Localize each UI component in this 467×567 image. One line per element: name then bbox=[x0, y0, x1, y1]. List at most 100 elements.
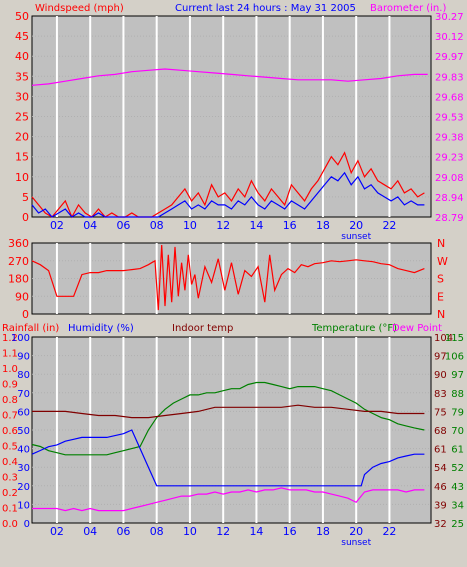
indoor-temp-tick-label: 97 bbox=[434, 352, 447, 363]
series-line-temperature bbox=[31, 381, 425, 456]
series-line-speed bbox=[31, 171, 425, 218]
rainfall-tick-label: 0.7 bbox=[2, 411, 18, 422]
x-tick-label: 02 bbox=[50, 219, 64, 232]
wind-barometer-panel: 0 5 10 15 20 25 30 35 40 45 50 28.79 28.94 29.08 29.23… bbox=[15, 10, 464, 242]
windspeed-tick-label: 20 bbox=[15, 131, 29, 144]
rainfall-tick-label: 0.3 bbox=[2, 473, 18, 484]
indoor-temp-tick-label: 46 bbox=[434, 482, 447, 493]
x-tick-label: 10 bbox=[183, 219, 197, 232]
x-tick-label: 12 bbox=[216, 525, 230, 538]
temperature-tick-label: 70 bbox=[451, 426, 464, 437]
barometer-tick-label: 30.12 bbox=[435, 32, 464, 43]
indoor-temp-tick-label: 83 bbox=[434, 389, 447, 400]
temperature-tick-label: 34 bbox=[451, 500, 464, 511]
indoor-temp-tick-label: 54 bbox=[434, 463, 447, 474]
series-line-barometer bbox=[31, 68, 428, 86]
humidity-tick-label: 40 bbox=[17, 445, 30, 456]
x-tick-label: 04 bbox=[83, 219, 97, 232]
indoor-temp-tick-label: 39 bbox=[434, 500, 447, 511]
humidity-tick-label: 70 bbox=[17, 389, 30, 400]
x-tick-label: 20 bbox=[349, 219, 363, 232]
indoor-temp-tick-label: 32 bbox=[434, 519, 447, 530]
rainfall-tick-label: 0.0 bbox=[2, 519, 18, 530]
windspeed-axis-title: Windspeed (mph) bbox=[35, 3, 124, 14]
barometer-tick-label: 28.94 bbox=[435, 193, 464, 204]
x-tick-label: 06 bbox=[116, 219, 130, 232]
temperature-tick-label: 115 bbox=[445, 333, 464, 344]
x-tick-label: 04 bbox=[83, 525, 97, 538]
x-tick-label: 16 bbox=[283, 219, 297, 232]
windspeed-tick-label: 30 bbox=[15, 90, 29, 103]
series-line-gust bbox=[31, 151, 425, 219]
sunset-label: sunset bbox=[341, 232, 371, 242]
humidity-tick-label: 100 bbox=[11, 333, 30, 344]
series-line-humidity bbox=[31, 429, 425, 487]
x-tick-label: 22 bbox=[382, 219, 396, 232]
temperature-tick-label: 88 bbox=[451, 389, 464, 400]
direction-compass-tick-label: E bbox=[437, 290, 444, 303]
rainfall-tick-label: 0.6 bbox=[2, 426, 18, 437]
series-line-direction bbox=[31, 244, 425, 311]
chart-title: Current last 24 hours : May 31 2005 bbox=[175, 3, 356, 14]
rainfall-tick-label: 0.4 bbox=[2, 457, 18, 468]
barometer-tick-label: 29.08 bbox=[435, 173, 464, 184]
indoor-temp-tick-label: 61 bbox=[434, 445, 447, 456]
indoor-temp-axis-title: Indoor temp bbox=[172, 323, 233, 334]
humidity-tick-label: 10 bbox=[17, 500, 30, 511]
windspeed-tick-label: 15 bbox=[15, 151, 29, 164]
direction-compass-tick-label: N bbox=[437, 237, 445, 250]
barometer-tick-label: 28.79 bbox=[435, 213, 464, 224]
windspeed-tick-label: 45 bbox=[15, 30, 29, 43]
barometer-tick-label: 29.38 bbox=[435, 133, 464, 144]
rainfall-tick-label: 0.8 bbox=[2, 395, 18, 406]
indoor-temp-tick-label: 90 bbox=[434, 370, 447, 381]
humidity-axis-title: Humidity (%) bbox=[68, 323, 134, 334]
humidity-tick-label: 60 bbox=[17, 407, 30, 418]
direction-degree-tick-label: 90 bbox=[15, 290, 29, 303]
direction-degree-tick-label: 270 bbox=[8, 255, 29, 268]
temperature-tick-label: 52 bbox=[451, 463, 464, 474]
rainfall-tick-label: 0.1 bbox=[2, 504, 18, 515]
dewpoint-axis-title: Dew Point bbox=[392, 323, 442, 334]
barometer-tick-label: 30.27 bbox=[435, 12, 464, 23]
rainfall-tick-label: 1.0 bbox=[2, 364, 18, 375]
series-line-indoor bbox=[32, 404, 425, 419]
barometer-tick-label: 29.53 bbox=[435, 113, 464, 124]
series-line-dewpoint bbox=[32, 487, 425, 512]
temperature-humidity-panel: 0.0 0.1 0.2 0.3 0.4 0.5 0.6 0.7 0.8 0.9 1.0 1.1 1.2 0… bbox=[2, 333, 464, 548]
x-tick-label: 12 bbox=[216, 219, 230, 232]
temperature-tick-label: 97 bbox=[451, 370, 464, 381]
x-tick-label: 10 bbox=[183, 525, 197, 538]
temperature-tick-label: 43 bbox=[451, 482, 464, 493]
barometer-tick-label: 29.23 bbox=[435, 153, 464, 164]
indoor-temp-tick-label: 104 bbox=[434, 333, 453, 344]
humidity-tick-label: 80 bbox=[17, 370, 30, 381]
direction-compass-tick-label: N bbox=[437, 308, 445, 321]
sunset-label: sunset bbox=[341, 538, 371, 548]
indoor-temp-tick-label: 75 bbox=[434, 407, 447, 418]
humidity-tick-label: 30 bbox=[17, 463, 30, 474]
windspeed-tick-label: 10 bbox=[15, 171, 29, 184]
x-tick-label: 08 bbox=[150, 525, 164, 538]
windspeed-tick-label: 40 bbox=[15, 50, 29, 63]
humidity-tick-label: 50 bbox=[17, 426, 30, 437]
windspeed-tick-label: 25 bbox=[15, 111, 29, 124]
windspeed-tick-label: 50 bbox=[15, 10, 29, 23]
rainfall-tick-label: 0.5 bbox=[2, 442, 18, 453]
direction-compass-tick-label: S bbox=[437, 273, 444, 286]
temperature-tick-label: 79 bbox=[451, 407, 464, 418]
barometer-tick-label: 29.97 bbox=[435, 52, 464, 63]
x-tick-label: 20 bbox=[349, 525, 363, 538]
x-tick-label: 06 bbox=[116, 525, 130, 538]
x-tick-label: 08 bbox=[150, 219, 164, 232]
rainfall-tick-label: 1.2 bbox=[2, 333, 18, 344]
barometer-tick-label: 29.83 bbox=[435, 72, 464, 83]
temperature-tick-label: 61 bbox=[451, 445, 464, 456]
direction-compass-tick-label: W bbox=[437, 255, 448, 268]
barometer-tick-label: 29.68 bbox=[435, 92, 464, 103]
barometer-axis-title: Barometer (in.) bbox=[370, 3, 446, 14]
x-tick-label: 14 bbox=[249, 219, 263, 232]
